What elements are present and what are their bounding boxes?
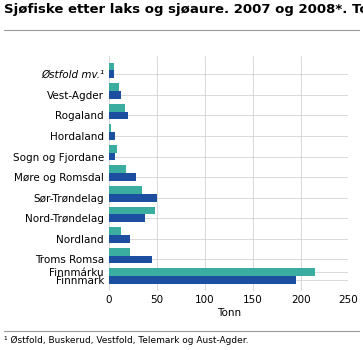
Bar [109,256,152,263]
Bar [109,63,114,70]
Bar [109,153,115,161]
Bar [109,124,111,132]
Text: ¹ Østfold, Buskerud, Vestfold, Telemark og Aust-Agder.: ¹ Østfold, Buskerud, Vestfold, Telemark … [4,336,248,345]
Bar [109,186,142,194]
Bar [109,91,121,99]
Bar [109,104,125,112]
Bar [109,145,117,153]
Bar [109,70,114,78]
Bar [109,132,115,140]
Bar [109,173,136,181]
Bar [109,215,145,222]
X-axis label: Tonn: Tonn [217,308,241,318]
Bar [109,248,130,256]
Bar [109,194,157,202]
Bar [109,166,126,173]
Legend: 2007, 2008*: 2007, 2008* [170,347,288,350]
Bar [109,268,315,276]
Text: Sjøfiske etter laks og sjøaure. 2007 og 2008*. Tonn: Sjøfiske etter laks og sjøaure. 2007 og … [4,4,363,16]
Bar [109,112,128,119]
Bar [109,276,296,284]
Bar [109,206,155,215]
Bar [109,235,130,243]
Bar [109,227,121,235]
Bar [109,83,119,91]
